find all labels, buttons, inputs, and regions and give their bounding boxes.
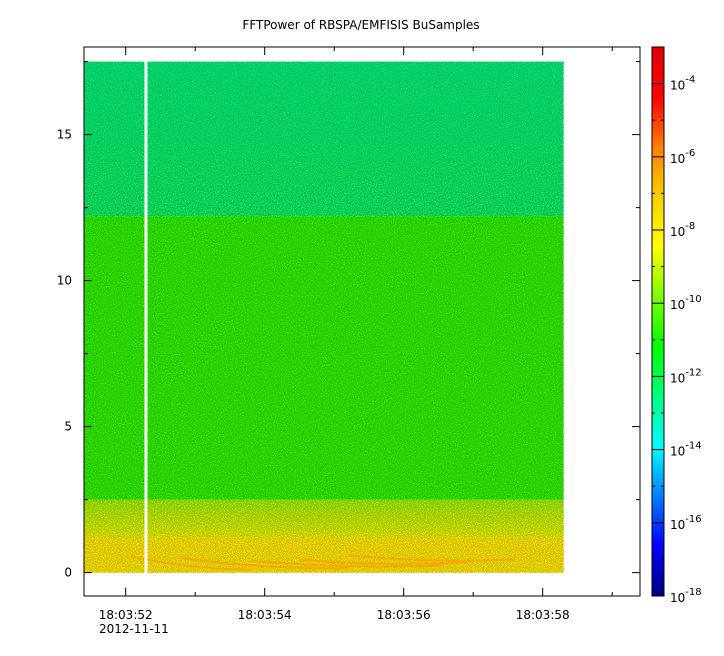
colorbar-tick-label: 10-12 [670,367,702,385]
y-tick-label: 5 [64,420,72,434]
colorbar-tick-label: 10-8 [670,221,695,239]
x-tick-label: 18:03:54 [238,608,292,622]
spectrogram-streak [179,557,348,570]
y-tick-label: 0 [64,566,72,580]
x-tick-label: 18:03:56 [377,608,431,622]
x-tick-label: 18:03:58 [516,608,570,622]
spectrogram-streak [299,558,468,566]
chart-title: FFTPower of RBSPA/EMFISIS BuSamples [242,18,479,32]
colorbar-tick-label: 10-6 [670,148,695,166]
colorbar-tick-label: 10-18 [670,587,702,605]
y-tick-label: 15 [57,128,72,142]
plot-frame [83,46,641,597]
spectrogram-streak [347,554,516,562]
data-gap [144,60,148,574]
spectrogram-streak [251,559,444,568]
colorbar-axis: 10-4 10-6 10-8 10-10 10-12 10-14 10-16 10-18 [652,46,702,605]
colorbar-tick-label: 10-10 [670,294,702,312]
colorbar-tick-label: 10-16 [670,514,702,532]
colorbar-tick-label: 10-14 [670,441,702,459]
x-tick-label: 18:03:52 [99,608,153,622]
x-axis-date-label: 2012-11-11 [99,622,169,636]
colorbar-tick-label: 10-4 [670,75,695,93]
y-axis: 0 5 10 15 [57,61,640,580]
colorbar [651,46,665,597]
spectrogram-texture [84,61,564,573]
x-axis: 18:03:52 18:03:54 18:03:56 18:03:58 [99,47,613,622]
y-tick-label: 10 [57,274,72,288]
spectrogram-image [84,60,564,574]
